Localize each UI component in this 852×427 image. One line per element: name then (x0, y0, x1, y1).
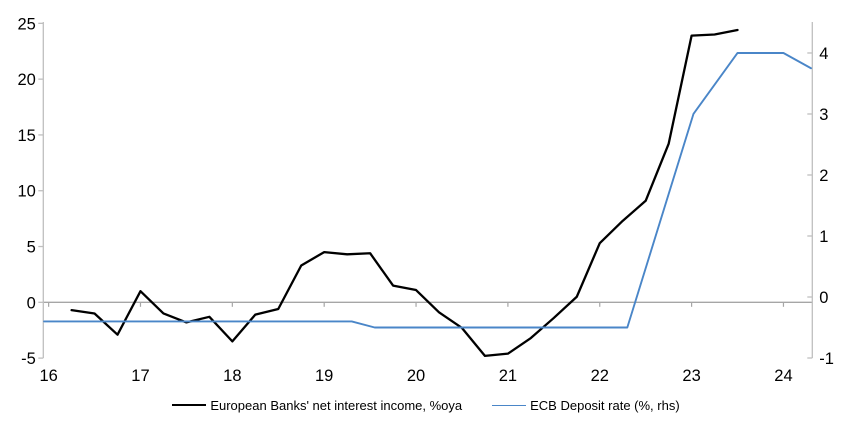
net-interest-income-line-swatch (172, 404, 207, 406)
legend-item-net-interest-income: European Banks' net interest income, %oy… (172, 398, 462, 413)
net-interest-income-line (70, 28, 739, 358)
ecb-deposit-rate-line-swatch (492, 404, 527, 406)
left-axis-tick-label: 25 (17, 15, 35, 33)
x-axis-tick-label: 20 (407, 367, 425, 385)
right-axis-tick-label: 4 (819, 45, 828, 63)
x-axis-tick-label: 19 (315, 367, 333, 385)
x-axis-tick-label: 17 (131, 367, 149, 385)
x-axis-tick-label: 18 (223, 367, 241, 385)
legend-label-net-interest-income: European Banks' net interest income, %oy… (210, 397, 463, 413)
left-axis-tick-label: 10 (17, 183, 35, 201)
x-axis-tick-label: 22 (591, 367, 609, 385)
right-axis-tick-label: 2 (819, 167, 828, 185)
x-axis-tick-label: 23 (682, 367, 700, 385)
left-axis-tick-label: -5 (21, 350, 36, 368)
legend-item-ecb-deposit-rate: ECB Deposit rate (%, rhs) (492, 398, 680, 413)
x-axis-tick-label: 24 (774, 367, 792, 385)
right-axis-tick-label: 3 (819, 106, 828, 124)
chart-legend: European Banks' net interest income, %oy… (0, 392, 852, 418)
right-axis-tick-label: 0 (819, 289, 828, 307)
x-axis-tick-label: 16 (39, 367, 57, 385)
right-axis-tick-label: 1 (819, 228, 828, 246)
left-axis-tick-label: 0 (27, 294, 36, 312)
left-axis-tick-label: 5 (27, 238, 36, 256)
left-axis-tick-label: 20 (17, 71, 35, 89)
right-axis-tick-label: -1 (819, 350, 834, 368)
ecb-deposit-rate-line (43, 52, 812, 329)
legend-label-ecb-deposit-rate: ECB Deposit rate (%, rhs) (530, 397, 680, 413)
x-axis-tick-label: 21 (499, 367, 517, 385)
left-axis-tick-label: 15 (17, 127, 35, 145)
